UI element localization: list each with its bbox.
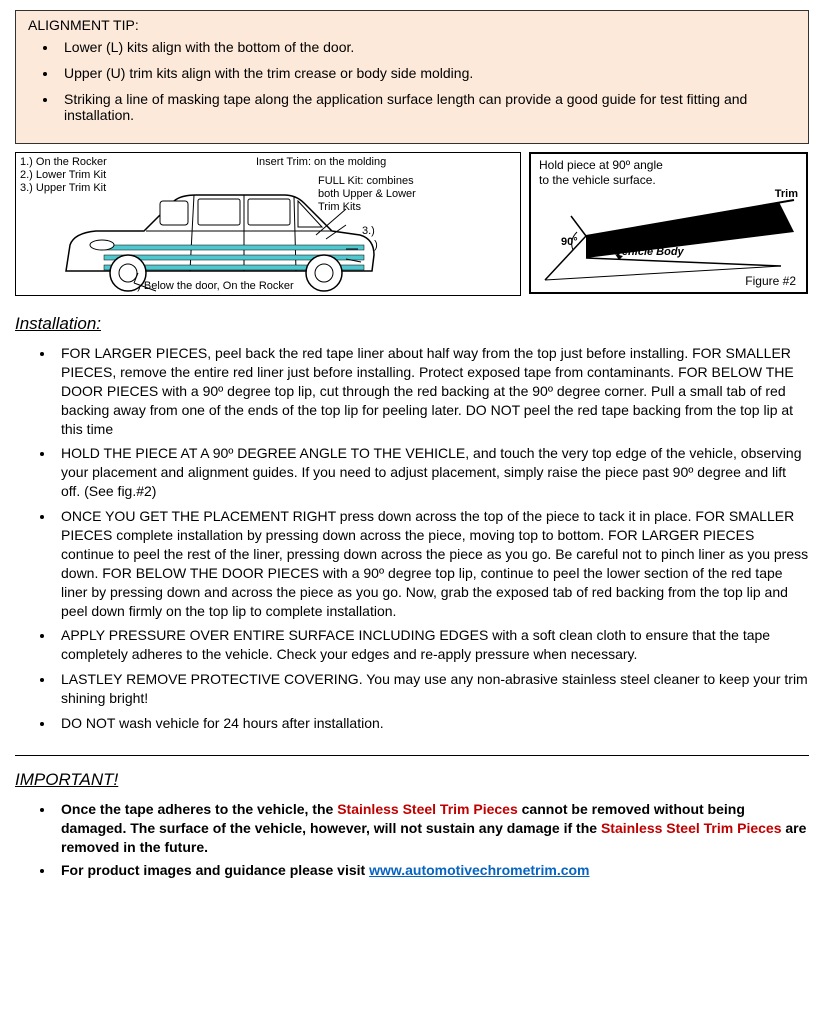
install-step: ONCE YOU GET THE PLACEMENT RIGHT press d… [55,507,809,620]
car-icon [56,183,386,293]
angle-diagram: Hold piece at 90º angle to the vehicle s… [529,152,808,294]
product-link[interactable]: www.automotivechrometrim.com [369,862,589,878]
car-diagram: 1.) On the Rocker 2.) Lower Trim Kit 3.)… [15,152,521,296]
alignment-tip-box: ALIGNMENT TIP: Lower (L) kits align with… [15,10,809,144]
important-text: For product images and guidance please v… [61,862,369,878]
highlighted-product: Stainless Steel Trim Pieces [601,820,782,836]
important-item: Once the tape adheres to the vehicle, th… [55,800,809,857]
legend-text: 1.) On the Rocker [20,156,107,169]
important-text: Once the tape adheres to the vehicle, th… [61,801,337,817]
angle-svg [531,154,806,292]
diagrams-row: 1.) On the Rocker 2.) Lower Trim Kit 3.)… [15,152,809,296]
installation-heading: Installation: [15,314,809,334]
tip-title: ALIGNMENT TIP: [28,17,796,33]
highlighted-product: Stainless Steel Trim Pieces [337,801,518,817]
tip-item: Striking a line of masking tape along th… [58,91,796,123]
tip-list: Lower (L) kits align with the bottom of … [58,39,796,123]
tip-item: Upper (U) trim kits align with the trim … [58,65,796,81]
separator [15,755,809,756]
tip-item: Lower (L) kits align with the bottom of … [58,39,796,55]
install-step: LASTLEY REMOVE PROTECTIVE COVERING. You … [55,670,809,708]
important-item: For product images and guidance please v… [55,861,809,880]
installation-list: FOR LARGER PIECES, peel back the red tap… [55,344,809,733]
insert-trim-label: Insert Trim: on the molding [256,156,386,169]
install-step: FOR LARGER PIECES, peel back the red tap… [55,344,809,438]
legend-text: 2.) Lower Trim Kit [20,169,106,182]
install-step: DO NOT wash vehicle for 24 hours after i… [55,714,809,733]
install-step: APPLY PRESSURE OVER ENTIRE SURFACE INCLU… [55,626,809,664]
important-list: Once the tape adheres to the vehicle, th… [55,800,809,880]
install-step: HOLD THE PIECE AT A 90º DEGREE ANGLE TO … [55,444,809,501]
important-heading: IMPORTANT! [15,770,809,790]
